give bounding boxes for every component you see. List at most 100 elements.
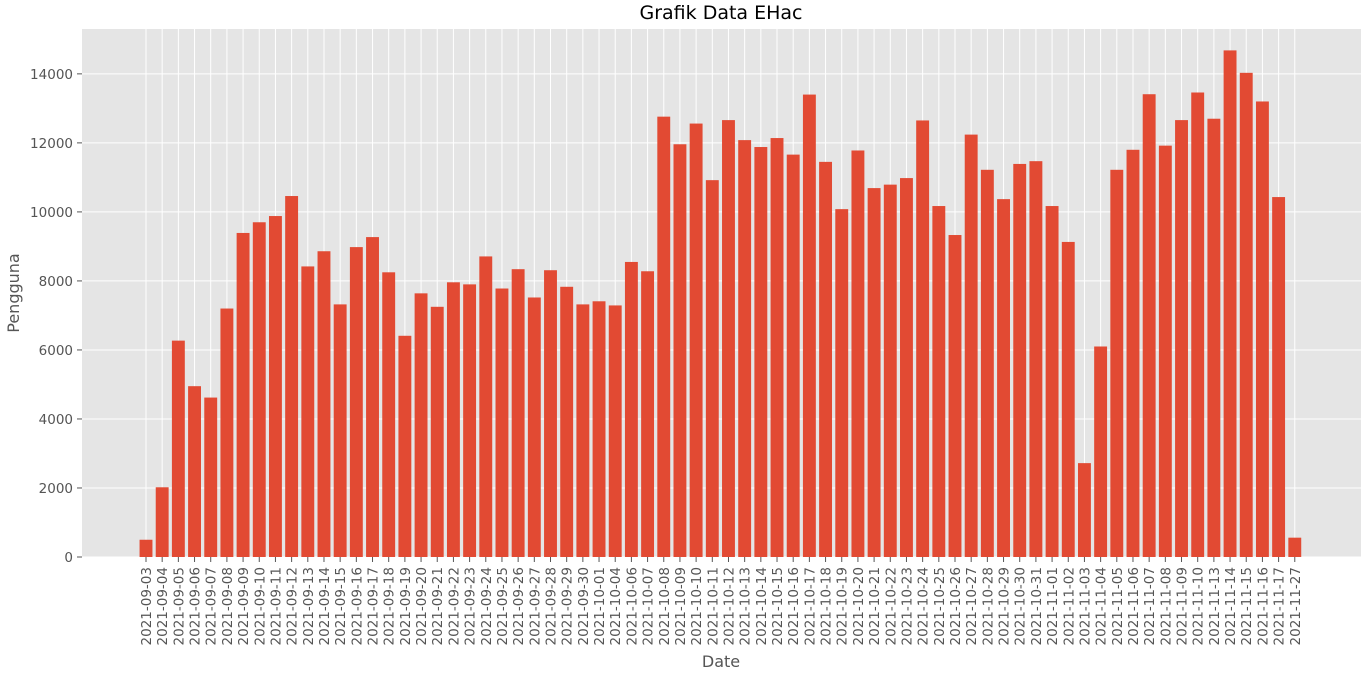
x-tick-label: 2021-10-04 xyxy=(608,567,624,645)
bar-2021-09-05 xyxy=(171,340,185,557)
bar-2021-09-16 xyxy=(349,247,363,557)
x-tick-label: 2021-09-08 xyxy=(220,567,236,645)
x-tick-label: 2021-11-04 xyxy=(1094,567,1110,645)
x-tick-label: 2021-09-10 xyxy=(252,567,268,645)
bar-2021-09-21 xyxy=(430,306,444,557)
bar-2021-09-19 xyxy=(398,335,412,557)
x-tick-label: 2021-09-30 xyxy=(576,567,592,645)
bar-2021-11-03 xyxy=(1077,463,1091,557)
bar-2021-09-04 xyxy=(155,487,169,557)
bar-2021-09-06 xyxy=(188,386,201,557)
x-tick-label: 2021-09-05 xyxy=(171,567,187,645)
x-tick-label: 2021-09-04 xyxy=(155,567,171,645)
x-tick-label: 2021-10-18 xyxy=(819,567,835,645)
bar-2021-10-30 xyxy=(1013,163,1027,557)
bar-2021-10-31 xyxy=(1029,161,1043,557)
bar-2021-10-27 xyxy=(964,134,978,557)
x-tick-label: 2021-10-29 xyxy=(997,567,1013,645)
x-tick-label: 2021-09-07 xyxy=(204,567,220,645)
bar-2021-11-10 xyxy=(1191,92,1205,557)
bar-2021-11-17 xyxy=(1272,197,1286,557)
y-tick-label: 0 xyxy=(64,550,73,566)
y-tick-label: 14000 xyxy=(30,67,73,83)
bar-2021-10-14 xyxy=(754,147,768,557)
x-tick-label: 2021-09-12 xyxy=(285,567,301,645)
bars-group xyxy=(139,50,1302,558)
x-tick-label: 2021-09-18 xyxy=(382,567,398,645)
bar-2021-11-08 xyxy=(1158,145,1172,558)
bar-2021-09-13 xyxy=(301,266,315,557)
bar-2021-11-16 xyxy=(1255,101,1269,558)
bar-2021-11-02 xyxy=(1061,241,1075,558)
x-tick-label: 2021-10-14 xyxy=(754,567,770,645)
x-tick-label: 2021-09-27 xyxy=(527,567,543,645)
bar-2021-10-17 xyxy=(802,94,816,557)
bar-2021-10-19 xyxy=(835,209,849,557)
x-tick-label: 2021-09-29 xyxy=(560,567,576,645)
x-tick-label: 2021-11-15 xyxy=(1239,567,1255,645)
x-tick-label: 2021-11-09 xyxy=(1175,567,1191,645)
bar-2021-09-26 xyxy=(511,269,525,557)
x-tick-label: 2021-10-09 xyxy=(673,567,689,645)
bar-2021-10-24 xyxy=(916,120,930,557)
x-tick-label: 2021-09-06 xyxy=(188,567,204,645)
y-tick-label: 8000 xyxy=(39,274,73,290)
x-tick-label: 2021-09-14 xyxy=(317,567,333,645)
bar-2021-10-08 xyxy=(657,116,671,557)
bar-2021-09-29 xyxy=(560,286,574,557)
y-axis-label: Pengguna xyxy=(4,253,23,332)
x-tick-label: 2021-10-24 xyxy=(916,567,932,645)
bar-2021-11-27 xyxy=(1288,537,1302,557)
bar-2021-10-22 xyxy=(883,184,897,557)
bar-2021-09-11 xyxy=(268,216,282,557)
x-tick-label: 2021-10-28 xyxy=(980,567,996,645)
x-tick-label: 2021-10-30 xyxy=(1013,567,1029,645)
x-tick-label: 2021-10-20 xyxy=(851,567,867,645)
x-tick-label: 2021-10-21 xyxy=(867,567,883,645)
bar-2021-10-04 xyxy=(608,305,622,557)
y-tick-label: 10000 xyxy=(30,205,73,221)
bar-2021-09-30 xyxy=(576,304,590,557)
x-tick-label: 2021-11-07 xyxy=(1142,567,1158,645)
x-tick-label: 2021-11-13 xyxy=(1207,567,1223,645)
bar-2021-10-09 xyxy=(673,144,687,557)
x-tick-label: 2021-10-10 xyxy=(689,567,705,645)
x-tick-label: 2021-10-15 xyxy=(770,567,786,645)
x-tick-label: 2021-10-23 xyxy=(899,567,915,645)
bar-2021-10-13 xyxy=(738,140,752,557)
bar-2021-10-10 xyxy=(689,123,703,558)
x-tick-label: 2021-11-01 xyxy=(1045,567,1061,645)
bar-2021-10-28 xyxy=(980,169,994,558)
x-tick-label: 2021-09-21 xyxy=(430,567,446,645)
bar-2021-09-22 xyxy=(446,282,460,557)
y-tick-label: 6000 xyxy=(39,343,73,359)
x-axis-label: Date xyxy=(702,652,740,671)
bar-2021-10-06 xyxy=(624,261,638,557)
bar-2021-09-07 xyxy=(204,397,218,557)
bar-2021-09-15 xyxy=(333,304,347,557)
x-tick-label: 2021-10-16 xyxy=(786,567,802,645)
bar-2021-09-17 xyxy=(366,237,379,557)
x-tick-label: 2021-09-11 xyxy=(268,567,284,645)
bar-2021-10-16 xyxy=(786,154,800,557)
x-tick-label: 2021-09-17 xyxy=(366,567,382,645)
x-tick-label: 2021-11-03 xyxy=(1077,567,1093,645)
y-axis-ticks: 0 2000 4000 6000 8000 10000 12000 14000 xyxy=(30,67,82,566)
bar-2021-10-01 xyxy=(592,301,606,557)
bar-2021-10-07 xyxy=(641,271,655,557)
chart-title: Grafik Data EHac xyxy=(640,2,803,24)
bar-2021-09-24 xyxy=(479,256,493,557)
x-tick-label: 2021-09-15 xyxy=(333,567,349,645)
bar-2021-09-10 xyxy=(252,222,266,558)
y-tick-label: 4000 xyxy=(39,412,73,428)
bar-2021-11-07 xyxy=(1142,94,1156,558)
x-tick-label: 2021-10-19 xyxy=(835,567,851,645)
bar-2021-10-18 xyxy=(819,161,833,558)
bar-2021-09-09 xyxy=(236,232,250,557)
bar-2021-11-15 xyxy=(1239,72,1253,557)
x-tick-label: 2021-10-13 xyxy=(738,567,754,645)
x-tick-label: 2021-11-08 xyxy=(1158,567,1174,645)
x-tick-label: 2021-10-12 xyxy=(721,567,737,645)
x-tick-label: 2021-10-07 xyxy=(641,567,657,645)
x-tick-label: 2021-09-22 xyxy=(446,567,462,645)
